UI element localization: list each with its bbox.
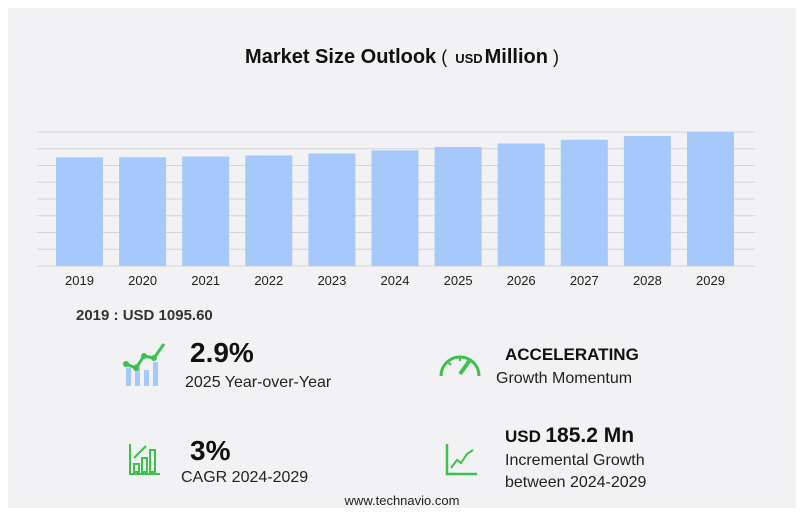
x-tick-label: 2019 [65,273,94,288]
x-tick-label: 2022 [254,273,283,288]
bar-2026 [497,143,545,266]
bar-2027 [560,139,608,266]
bar-2020 [119,157,167,266]
incremental-value: USD 185.2 Mn [505,424,635,447]
bar-2029 [687,132,734,266]
momentum-value: ACCELERATING [505,345,639,364]
bar-2024 [371,150,419,266]
x-tick-label: 2024 [381,273,410,288]
x-tick-label: 2029 [696,273,725,288]
growth-chart-icon [123,343,166,386]
bar-chart: 2019 2020 2021 2022 2023 2024 2025 2026 2027 2028… [37,131,755,288]
x-tick-label: 2026 [507,273,536,288]
bar-2028 [623,136,671,266]
incremental-label-2: between 2024-2029 [505,474,647,491]
footer-url: www.technavio.com [344,493,460,508]
yoy-label: 2025 Year-over-Year [185,374,332,391]
line-growth-icon [445,444,477,476]
x-tick-label: 2020 [128,273,157,288]
incremental-label-1: Incremental Growth [505,452,645,469]
bar-growth-icon [129,444,160,475]
momentum-label: Growth Momentum [496,370,633,387]
chart-title: Market Size Outlook (USD Million ) [245,46,559,68]
cagr-label: CAGR 2024-2029 [181,469,309,486]
bar-2021 [182,156,230,266]
bar-2023 [308,153,356,266]
x-tick-label: 2025 [444,273,473,288]
x-tick-label: 2028 [633,273,662,288]
x-tick-label: 2027 [570,273,599,288]
yoy-value: 2.9% [190,337,254,368]
bar-2019 [56,157,103,266]
bar-2022 [245,155,293,266]
x-tick-label: 2023 [317,273,346,288]
speedometer-icon [439,355,481,377]
x-tick-label: 2021 [191,273,220,288]
bar-2025 [434,146,482,266]
base-year-value: 2019 : USD 1095.60 [76,307,213,324]
cagr-value: 3% [190,435,231,466]
